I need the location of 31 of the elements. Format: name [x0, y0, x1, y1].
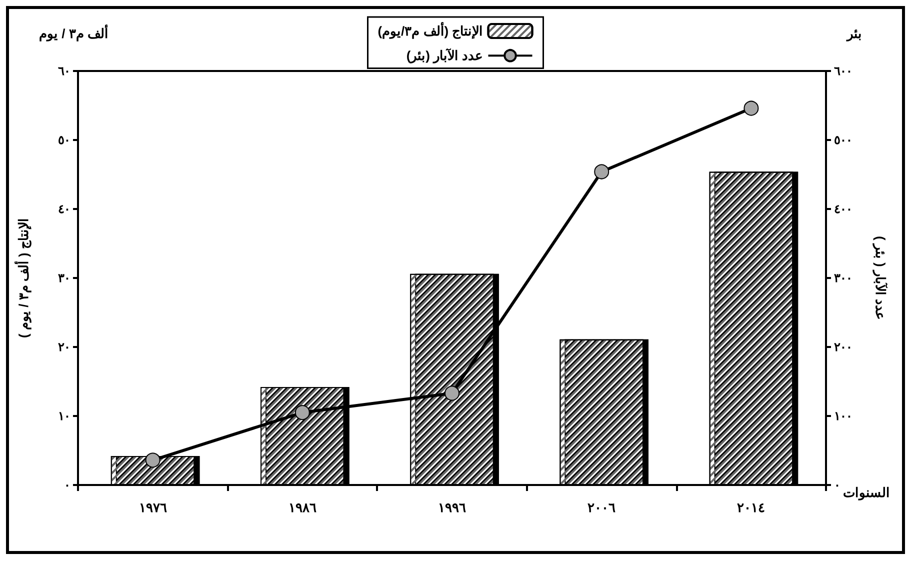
y-tick-label: ٠ [64, 478, 70, 492]
point [294, 405, 310, 420]
x-tick-label: ١٩٨٦ [288, 500, 316, 515]
y2-tick-label: ٢٠٠ [834, 340, 852, 354]
y2-tick-label: ٥٠٠ [834, 133, 852, 147]
y2-tick-label: ١٠٠ [834, 409, 852, 423]
y-tick-label: ٤٠ [58, 202, 70, 216]
x-tick-label: ٢٠١٤ [737, 500, 766, 515]
y2-tick-label: ٣٠٠ [834, 271, 852, 285]
y-tick-label: ٢٠ [58, 340, 70, 354]
text: بئر [846, 26, 862, 42]
y-tick-label: ٦٠ [58, 64, 70, 78]
y2-tick-label: ٠ [834, 478, 840, 492]
legend-label: الإنتاج (ألف م٣/يوم) [378, 22, 484, 40]
x-axis-title: السنوات [843, 485, 890, 501]
text: ألف م٣ / يوم [39, 25, 108, 42]
point [145, 452, 160, 468]
y-axis-title: الإنتاج ( ألف م٣ / يوم ) [15, 218, 32, 338]
y-tick-label: ٥٠ [58, 133, 70, 147]
y2-tick-label: ٤٠٠ [834, 202, 852, 216]
point [444, 386, 460, 401]
point [594, 164, 610, 180]
x-tick-label: ١٩٩٦ [438, 500, 466, 515]
y-tick-label: ٣٠ [58, 271, 70, 285]
point [744, 100, 759, 116]
y2-tick-label: ٦٠٠ [834, 64, 852, 78]
x-tick-label: ٢٠٠٦ [588, 500, 616, 515]
legend-label: عدد الآبار (بئر) [406, 48, 484, 64]
x-tick-label: ١٩٧٦ [138, 500, 167, 515]
y-tick-label: ١٠ [58, 409, 70, 423]
y2-axis-title: عدد الآبار ( بئر ) [872, 236, 888, 320]
